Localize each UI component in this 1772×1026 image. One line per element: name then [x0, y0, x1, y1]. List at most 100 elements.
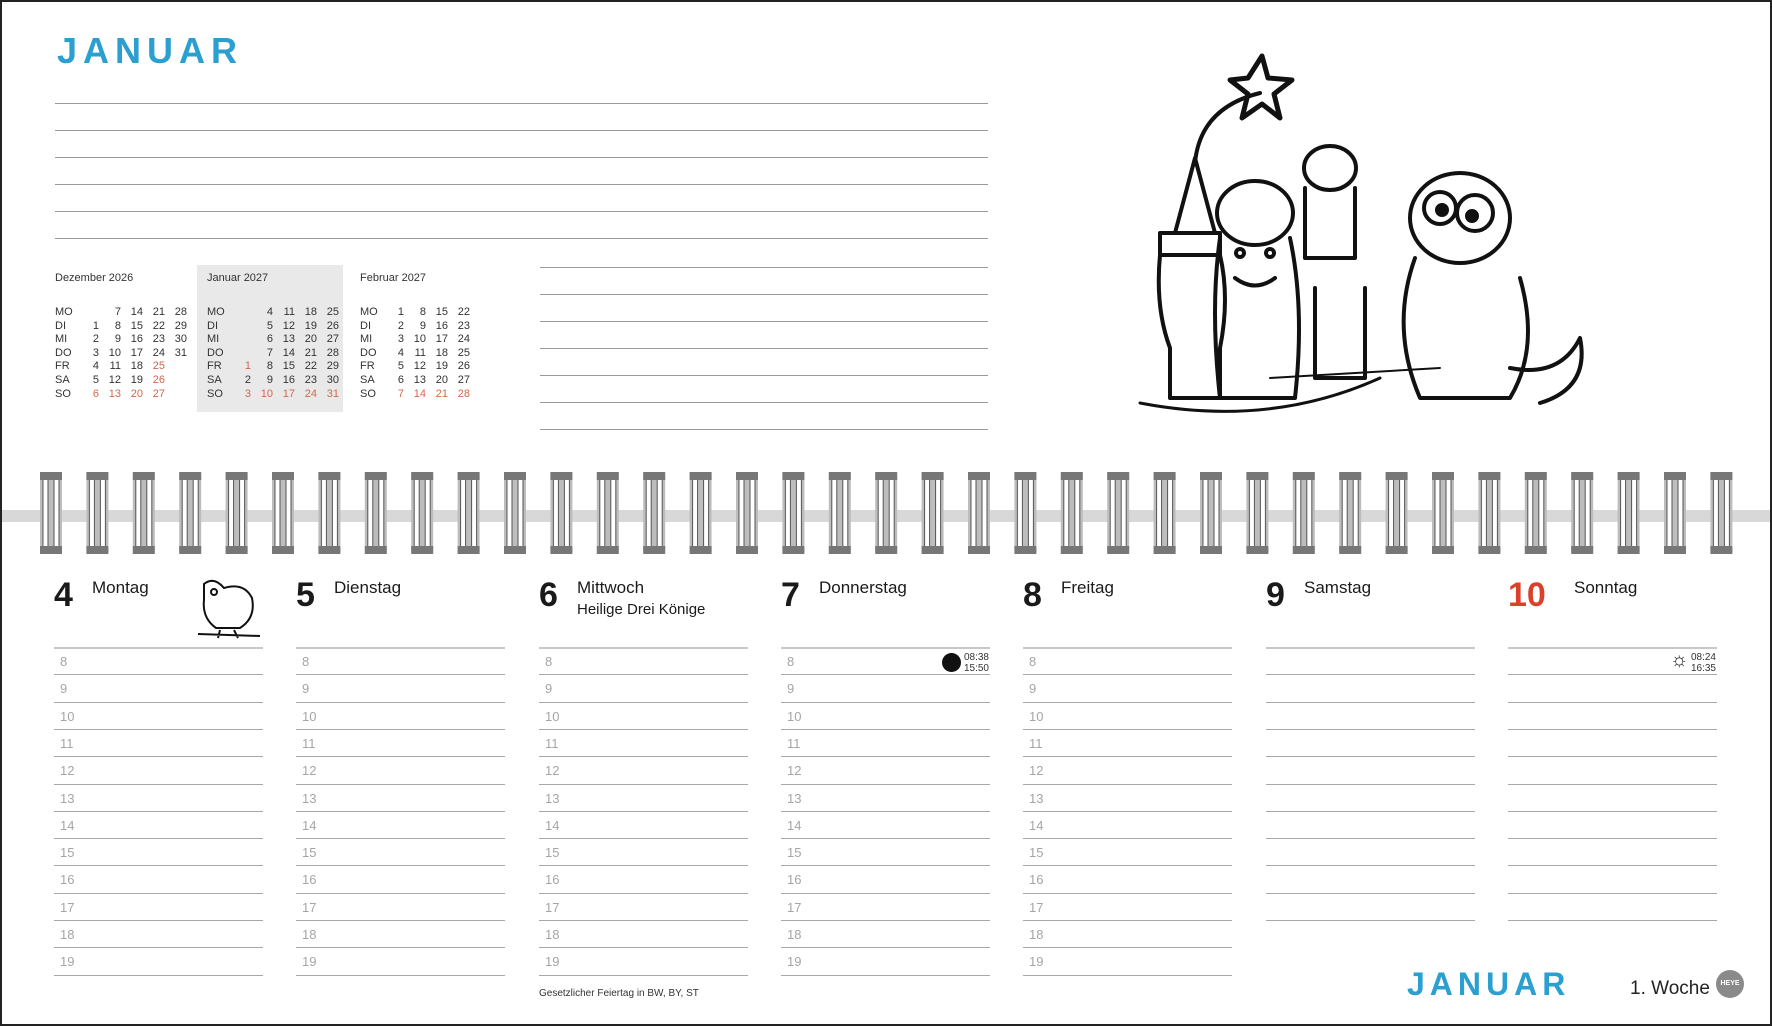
hour-line[interactable]: [781, 647, 990, 649]
hour-line[interactable]: [1023, 892, 1232, 894]
mini-calendar-day: 28: [457, 387, 470, 400]
hour-line[interactable]: [539, 674, 748, 676]
hour-line[interactable]: [539, 701, 748, 703]
hour-line[interactable]: [781, 756, 990, 758]
hour-line[interactable]: [1508, 865, 1717, 867]
hour-line[interactable]: [296, 865, 505, 867]
hour-line[interactable]: [539, 756, 748, 758]
mini-calendar-day: 31: [326, 387, 339, 400]
hour-line[interactable]: [781, 674, 990, 676]
hour-line[interactable]: [296, 701, 505, 703]
hour-line[interactable]: [54, 756, 263, 758]
spiral-ring: [1432, 472, 1454, 554]
hour-line[interactable]: [1023, 783, 1232, 785]
hour-line[interactable]: [1023, 920, 1232, 921]
hour-line[interactable]: [781, 728, 990, 730]
hour-line[interactable]: [539, 728, 748, 730]
hour-line[interactable]: [539, 810, 748, 812]
hour-line[interactable]: [539, 783, 748, 785]
hour-line[interactable]: [54, 920, 263, 921]
hour-line[interactable]: [781, 920, 990, 921]
hour-line[interactable]: [1023, 674, 1232, 676]
hour-line[interactable]: [781, 838, 990, 840]
hour-line[interactable]: [54, 783, 263, 785]
hour-line[interactable]: [781, 701, 990, 703]
hour-line[interactable]: [781, 865, 990, 867]
hour-line[interactable]: [539, 892, 748, 894]
hour-line[interactable]: [54, 728, 263, 730]
hour-line[interactable]: [1023, 865, 1232, 867]
hour-line[interactable]: [296, 756, 505, 758]
hour-line[interactable]: [1266, 756, 1475, 758]
hour-line[interactable]: [1266, 783, 1475, 785]
hour-line[interactable]: [1266, 838, 1475, 840]
hour-line[interactable]: [1508, 838, 1717, 840]
hour-line[interactable]: [1266, 701, 1475, 703]
hour-line[interactable]: [1266, 728, 1475, 730]
hour-line[interactable]: [539, 920, 748, 921]
hour-line[interactable]: [781, 783, 990, 785]
hour-line[interactable]: [54, 810, 263, 812]
hour-line[interactable]: [1023, 810, 1232, 812]
hour-line[interactable]: [1023, 947, 1232, 949]
hour-line[interactable]: [54, 947, 263, 949]
weekday-label: MI: [207, 333, 220, 346]
hour-line[interactable]: [781, 810, 990, 812]
hour-line[interactable]: [54, 865, 263, 867]
mini-calendar-day: 20: [130, 387, 143, 400]
hour-line[interactable]: [781, 947, 990, 949]
hour-line[interactable]: [54, 892, 263, 894]
hour-line[interactable]: [296, 838, 505, 840]
hour-line[interactable]: [1508, 892, 1717, 894]
hour-line[interactable]: [1023, 756, 1232, 758]
hour-line[interactable]: [1023, 728, 1232, 730]
hour-line[interactable]: [1508, 920, 1717, 921]
hour-line[interactable]: [1023, 701, 1232, 703]
hour-line[interactable]: [781, 892, 990, 894]
hour-line[interactable]: [539, 647, 748, 649]
spiral-ring: [968, 472, 990, 554]
hour-line[interactable]: [1266, 892, 1475, 894]
hour-line[interactable]: [296, 783, 505, 785]
hour-line[interactable]: [539, 947, 748, 949]
hour-line[interactable]: [781, 974, 990, 976]
hour-label: 14: [787, 817, 802, 833]
hour-line[interactable]: [539, 838, 748, 840]
hour-line[interactable]: [1508, 701, 1717, 703]
hour-line[interactable]: [296, 674, 505, 676]
hour-line[interactable]: [54, 674, 263, 676]
hour-line[interactable]: [1266, 865, 1475, 867]
mini-calendar-day: 24: [457, 333, 470, 346]
hour-line[interactable]: [1508, 756, 1717, 758]
mini-calendar-day: 29: [326, 360, 339, 373]
hour-line[interactable]: [296, 728, 505, 730]
hour-label: 14: [302, 817, 317, 833]
hour-line[interactable]: [1508, 810, 1717, 812]
hour-line[interactable]: [296, 810, 505, 812]
hour-line[interactable]: [1508, 728, 1717, 730]
hour-line[interactable]: [1508, 783, 1717, 785]
hour-line[interactable]: [54, 974, 263, 976]
hour-line[interactable]: [296, 647, 505, 649]
hour-line[interactable]: [1266, 674, 1475, 676]
hour-line[interactable]: [1023, 974, 1232, 976]
hour-line[interactable]: [1266, 810, 1475, 812]
hour-line[interactable]: [1508, 647, 1717, 649]
hour-line[interactable]: [54, 647, 263, 649]
hour-line[interactable]: [1023, 647, 1232, 649]
hour-line[interactable]: [296, 974, 505, 976]
hour-line[interactable]: [54, 701, 263, 703]
hour-line[interactable]: [1266, 647, 1475, 649]
hour-line[interactable]: [539, 865, 748, 867]
hour-line[interactable]: [54, 838, 263, 840]
mini-calendar-day: [229, 347, 251, 360]
hour-line[interactable]: [1023, 838, 1232, 840]
mini-calendar-day: 10: [108, 346, 121, 359]
hour-line[interactable]: [1266, 920, 1475, 921]
hour-line[interactable]: [1508, 674, 1717, 676]
hour-line[interactable]: [296, 920, 505, 921]
hour-line[interactable]: [539, 974, 748, 976]
day-number: 8: [1023, 576, 1042, 614]
hour-line[interactable]: [296, 892, 505, 894]
hour-line[interactable]: [296, 947, 505, 949]
